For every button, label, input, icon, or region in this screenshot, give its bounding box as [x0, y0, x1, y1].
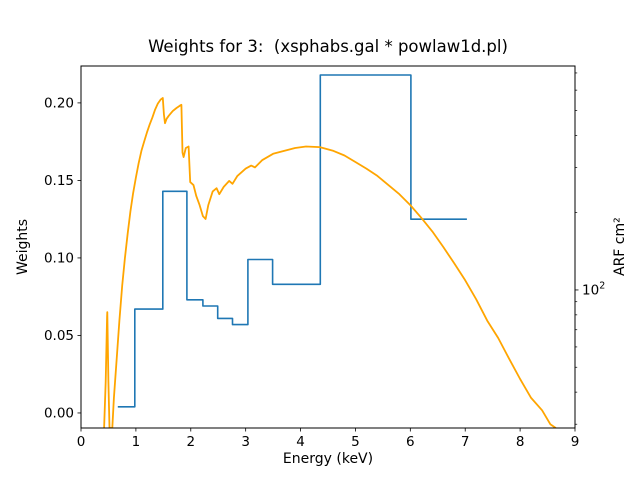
y-tick-label: 0.15: [44, 173, 74, 189]
plot-border: [80, 65, 576, 429]
x-tick-label: 6: [406, 434, 415, 450]
x-tick-label: 9: [571, 434, 580, 450]
x-tick-label: 2: [186, 434, 195, 450]
x-tick-label: 8: [516, 434, 525, 450]
y-axis-label-right: ARF cm²: [612, 217, 628, 277]
y-axis-right-ticks: 102: [575, 72, 605, 425]
right-tick-label: 102: [582, 281, 605, 299]
x-axis-ticks: 0 1 2 3 4 5 6 7 8 9: [77, 428, 580, 450]
y-tick-label: 0.05: [44, 328, 74, 344]
y-tick-label: 0.10: [44, 251, 74, 267]
y-tick-label: 0.00: [44, 406, 74, 422]
chart-title: Weights for 3: (xsphabs.gal * powlaw1d.p…: [148, 37, 508, 56]
x-tick-label: 7: [461, 434, 470, 450]
weights-step-line: [117, 74, 467, 408]
x-tick-label: 1: [132, 434, 141, 450]
y-axis-label-left: Weights: [15, 218, 31, 276]
y-axis-left-ticks: 0.00 0.05 0.10 0.15 0.20: [44, 95, 81, 422]
x-tick-label: 4: [296, 434, 305, 450]
x-tick-label: 5: [351, 434, 360, 450]
arf-curve-line: [103, 97, 557, 428]
x-axis-label: Energy (keV): [282, 451, 374, 467]
y-tick-label: 0.20: [44, 95, 74, 111]
x-tick-label: 0: [77, 434, 86, 450]
x-tick-label: 3: [241, 434, 250, 450]
